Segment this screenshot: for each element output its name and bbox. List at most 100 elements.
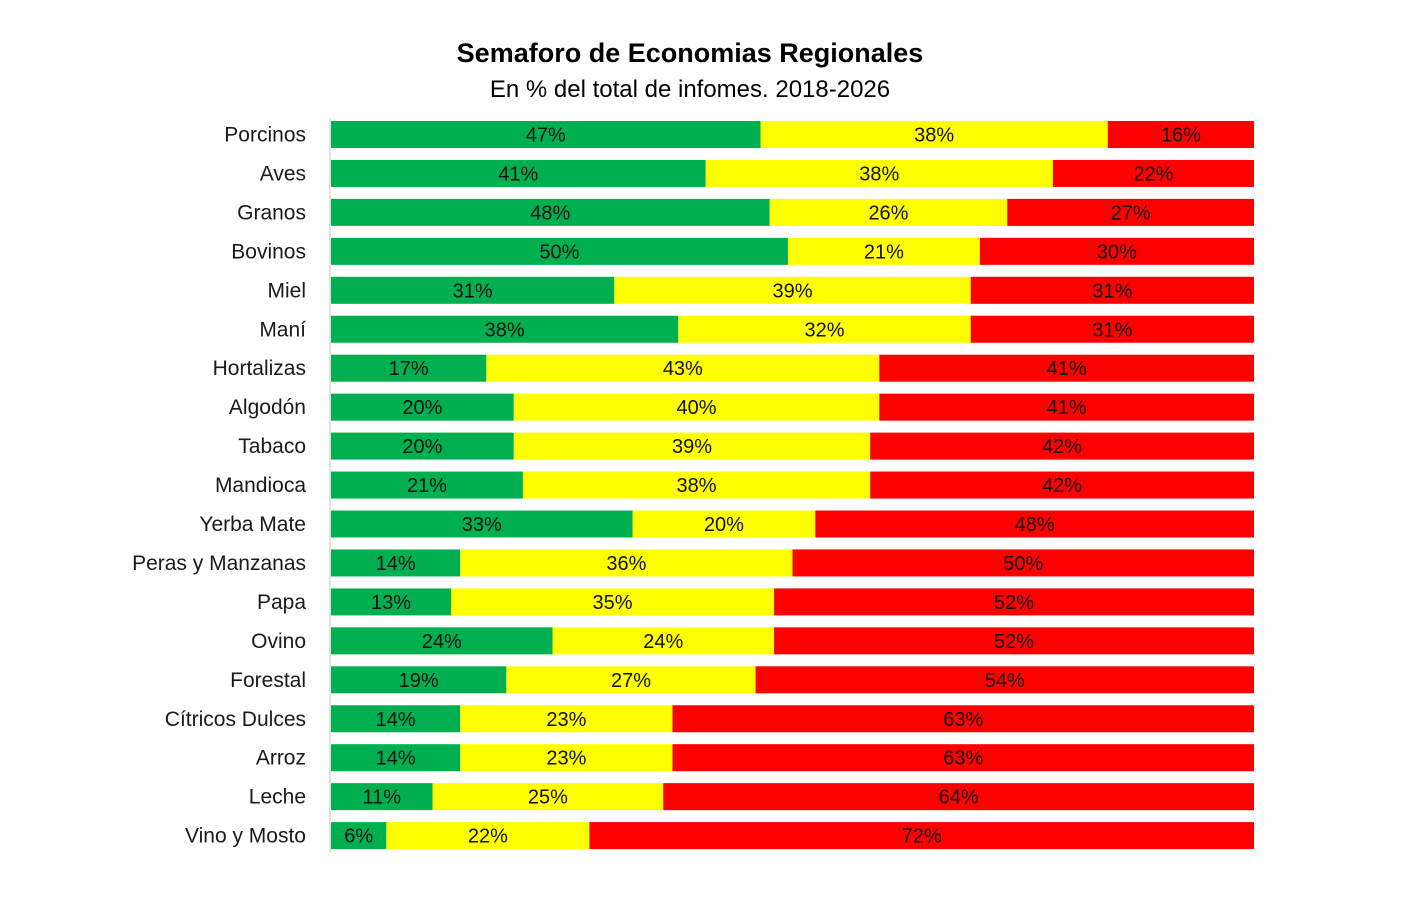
- bar-segment-yellow: [513, 432, 871, 460]
- data-label: 35%: [592, 592, 632, 614]
- bar-segment-red: [755, 666, 1254, 694]
- bar-segment-green: [331, 159, 706, 187]
- data-label: 38%: [485, 319, 525, 341]
- chart-title: Semaforo de Economias Regionales: [456, 38, 924, 68]
- bar-segment-yellow: [632, 510, 816, 538]
- data-label: 33%: [462, 514, 502, 536]
- bar-segment-red: [792, 549, 1254, 577]
- data-label: 50%: [539, 241, 579, 263]
- category-label: Yerba Mate: [199, 513, 306, 536]
- data-label: 42%: [1042, 436, 1082, 458]
- data-label: 23%: [546, 709, 586, 731]
- data-label: 20%: [402, 397, 442, 419]
- bar-segment-red: [870, 471, 1254, 499]
- bar-segment-red: [1052, 159, 1254, 187]
- bars-group: Porcinos 47% 38% 16% Aves 41% 38% 22% Granos 48% 2…: [132, 121, 1254, 850]
- bar-segment-yellow: [486, 354, 880, 382]
- data-label: 39%: [672, 436, 712, 458]
- bar-segment-yellow: [460, 549, 793, 577]
- data-label: 38%: [677, 475, 717, 497]
- data-label: 27%: [611, 670, 651, 692]
- data-label: 40%: [677, 397, 717, 419]
- data-label: 25%: [528, 787, 568, 809]
- data-label: 20%: [704, 514, 744, 536]
- bar-segment-red: [815, 510, 1254, 538]
- bar-segment-green: [331, 198, 770, 226]
- data-label: 21%: [407, 475, 447, 497]
- bar-segment-green: [331, 588, 451, 616]
- bar-segment-yellow: [552, 627, 775, 655]
- bar-segment-green: [331, 549, 461, 577]
- data-label: 36%: [606, 553, 646, 575]
- bar-segment-yellow: [460, 744, 673, 772]
- bar-segment-green: [331, 237, 788, 265]
- bar-segment-red: [970, 276, 1254, 304]
- data-label: 54%: [985, 670, 1025, 692]
- bar-segment-yellow: [386, 822, 590, 850]
- data-label: 24%: [643, 631, 683, 653]
- bar-segment-yellow: [705, 159, 1053, 187]
- data-label: 32%: [804, 319, 844, 341]
- bar-segment-yellow: [513, 393, 880, 421]
- bar-segment-yellow: [614, 276, 971, 304]
- data-label: 63%: [943, 748, 983, 770]
- bar-segment-green: [331, 354, 487, 382]
- category-label: Ovino: [251, 630, 306, 653]
- data-label: 41%: [1047, 358, 1087, 380]
- data-label: 14%: [376, 748, 416, 770]
- category-label: Arroz: [256, 747, 306, 770]
- data-label: 52%: [994, 592, 1034, 614]
- category-label: Hortalizas: [213, 357, 306, 380]
- bar-segment-green: [331, 510, 633, 538]
- bar-segment-red: [979, 237, 1254, 265]
- data-label: 63%: [943, 709, 983, 731]
- bar-segment-red: [774, 588, 1254, 616]
- data-label: 48%: [1015, 514, 1055, 536]
- category-label: Papa: [257, 591, 306, 614]
- bar-segment-green: [331, 627, 553, 655]
- bar-segment-red: [672, 705, 1254, 733]
- bar-segment-green: [331, 666, 507, 694]
- category-label: Aves: [260, 162, 306, 185]
- bar-segment-green: [331, 471, 523, 499]
- bar-segment-red: [774, 627, 1254, 655]
- bar-segment-green: [331, 315, 679, 343]
- bar-segment-red: [672, 744, 1254, 772]
- bar-segment-green: [331, 121, 761, 148]
- category-label: Tabaco: [238, 435, 306, 458]
- category-label: Peras y Manzanas: [132, 552, 306, 575]
- bar-segment-yellow: [787, 237, 980, 265]
- data-label: 38%: [914, 125, 954, 147]
- data-label: 14%: [376, 553, 416, 575]
- data-label: 48%: [530, 202, 570, 224]
- data-label: 17%: [389, 358, 429, 380]
- data-label: 47%: [526, 125, 566, 147]
- category-label: Cítricos Dulces: [165, 708, 306, 731]
- data-label: 6%: [344, 826, 373, 848]
- category-label: Miel: [267, 279, 306, 302]
- data-label: 41%: [1047, 397, 1087, 419]
- data-label: 52%: [994, 631, 1034, 653]
- data-label: 22%: [468, 826, 508, 848]
- bar-segment-red: [879, 354, 1254, 382]
- category-label: Bovinos: [231, 240, 306, 263]
- category-label: Vino y Mosto: [185, 825, 306, 848]
- bar-segment-yellow: [506, 666, 756, 694]
- category-label: Maní: [259, 318, 306, 341]
- data-label: 27%: [1111, 202, 1151, 224]
- bar-segment-green: [331, 822, 387, 850]
- data-label: 50%: [1003, 553, 1043, 575]
- category-label: Algodón: [229, 396, 306, 419]
- data-label: 19%: [399, 670, 439, 692]
- data-label: 11%: [362, 787, 401, 809]
- bar-segment-red: [589, 822, 1254, 850]
- data-label: 30%: [1097, 241, 1137, 263]
- data-label: 26%: [868, 202, 908, 224]
- data-label: 38%: [859, 163, 899, 185]
- data-label: 31%: [453, 280, 493, 302]
- bar-segment-yellow: [769, 198, 1008, 226]
- data-label: 16%: [1161, 125, 1201, 147]
- data-label: 22%: [1133, 163, 1173, 185]
- data-label: 39%: [772, 280, 812, 302]
- bar-segment-green: [331, 783, 433, 811]
